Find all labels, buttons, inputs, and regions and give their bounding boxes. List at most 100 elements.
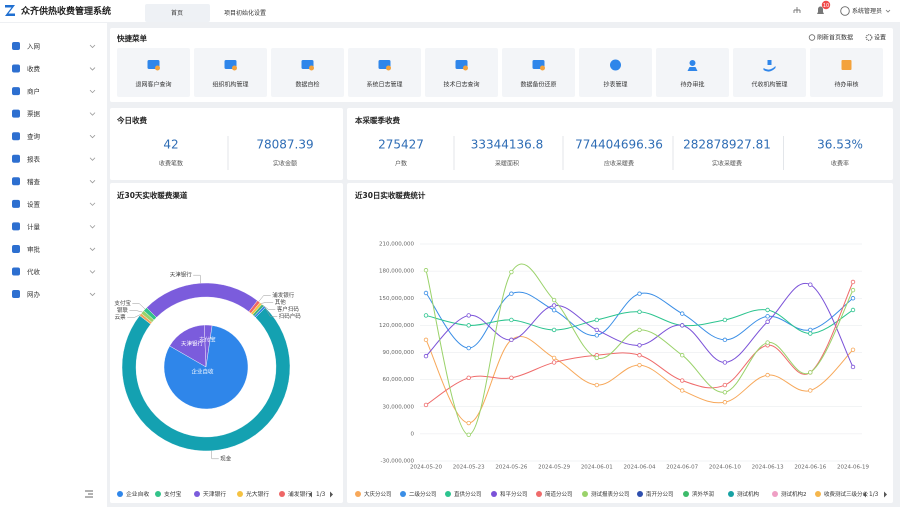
pie-leader bbox=[260, 302, 274, 304]
menu-tile[interactable] bbox=[271, 48, 344, 97]
menu-item[interactable]: 商户 bbox=[27, 87, 40, 96]
menu-icon bbox=[12, 222, 20, 231]
menu-item[interactable]: 入网 bbox=[27, 43, 40, 51]
line-point bbox=[637, 309, 642, 315]
pie-leader bbox=[262, 305, 276, 310]
tile-label[interactable]: 数据备份还原 bbox=[520, 81, 556, 89]
legend-label[interactable]: 光大银行 bbox=[246, 490, 269, 498]
legend-label[interactable]: 南开分公司 bbox=[646, 490, 674, 498]
line-point bbox=[423, 290, 429, 296]
menu-tile[interactable] bbox=[117, 48, 190, 97]
action[interactable]: 刷新首页数据 bbox=[817, 34, 853, 42]
line-point bbox=[680, 311, 685, 316]
pie-label: 浦发银行 bbox=[272, 291, 295, 299]
tile-label[interactable]: 抄表管理 bbox=[603, 81, 627, 89]
menu-tile[interactable] bbox=[656, 48, 729, 97]
tile-label[interactable]: 代收机构管理 bbox=[751, 81, 787, 89]
menu-item[interactable]: 代收 bbox=[27, 267, 41, 276]
tab[interactable]: 项目初始化设置 bbox=[224, 9, 266, 17]
menu-tile[interactable] bbox=[733, 48, 806, 97]
legend-dot bbox=[194, 491, 200, 497]
org-icon[interactable] bbox=[793, 7, 801, 13]
menu-tile[interactable] bbox=[348, 48, 421, 97]
pager-next[interactable] bbox=[884, 491, 887, 498]
legend-label[interactable]: 大庆分公司 bbox=[364, 490, 392, 498]
menu-item[interactable]: 查询 bbox=[27, 132, 41, 141]
line-point bbox=[594, 327, 599, 333]
menu-item[interactable]: 收费 bbox=[27, 64, 41, 73]
pager-prev[interactable] bbox=[863, 491, 866, 498]
x-tick-label: 2024-06-01 bbox=[581, 465, 613, 471]
pager-prev[interactable] bbox=[309, 491, 312, 498]
line-point bbox=[551, 303, 557, 308]
legend-dot bbox=[117, 491, 123, 497]
user-icon[interactable] bbox=[840, 6, 850, 16]
tab[interactable]: 首页 bbox=[171, 9, 183, 17]
line-point bbox=[637, 362, 642, 368]
menu-item[interactable]: 票据 bbox=[27, 109, 41, 118]
menu-item[interactable]: 网办 bbox=[27, 290, 41, 299]
pie-label: 现金 bbox=[220, 454, 232, 462]
tile-label[interactable]: 技术日志查询 bbox=[443, 81, 479, 89]
legend-label[interactable]: 支付宝 bbox=[164, 490, 182, 498]
bell-icon[interactable] bbox=[817, 6, 824, 14]
legend-label[interactable]: 浦发银行 bbox=[288, 490, 311, 498]
x-tick-label: 2024-05-23 bbox=[453, 465, 485, 471]
pie-leader bbox=[211, 450, 219, 460]
x-tick-label: 2024-06-04 bbox=[624, 465, 656, 471]
tile-icon-dot bbox=[540, 65, 545, 71]
menu-tile[interactable] bbox=[810, 48, 883, 97]
pie-label: 扫码户码 bbox=[279, 312, 302, 320]
legend-label[interactable]: 二级分公司 bbox=[409, 490, 437, 498]
legend-label[interactable]: 测试机构2 bbox=[781, 490, 807, 498]
legend-label[interactable]: 简道分公司 bbox=[545, 490, 573, 498]
line bbox=[425, 281, 854, 406]
action[interactable]: 设置 bbox=[874, 34, 886, 42]
legend-label[interactable]: 天津银行 bbox=[203, 490, 226, 498]
legend-label[interactable]: 收费测试三级分公 bbox=[824, 490, 869, 498]
line-point bbox=[423, 337, 429, 343]
tile-icon-dot bbox=[463, 65, 468, 71]
tile-label[interactable]: 组织机构管理 bbox=[212, 81, 248, 89]
line-point bbox=[850, 287, 856, 293]
legend-label[interactable]: 测试报表分公司 bbox=[591, 490, 630, 498]
logo bbox=[5, 5, 15, 16]
menu-item[interactable]: 计量 bbox=[27, 222, 41, 231]
tile-icon bbox=[610, 59, 621, 71]
line-point bbox=[765, 340, 770, 345]
panel bbox=[110, 108, 343, 180]
menu-tile[interactable] bbox=[194, 48, 267, 97]
stat-label: 应收采暖费 bbox=[604, 160, 634, 168]
legend-label[interactable]: 企业自收 bbox=[126, 490, 149, 498]
line-point bbox=[808, 388, 813, 393]
menu-item[interactable]: 稽查 bbox=[27, 177, 41, 186]
menu-tile[interactable] bbox=[579, 48, 652, 97]
sidebar bbox=[0, 23, 107, 507]
pager-next[interactable] bbox=[330, 491, 333, 498]
tile-label[interactable]: 退网客户查询 bbox=[135, 81, 171, 89]
menu-tile[interactable] bbox=[502, 48, 575, 97]
legend-label[interactable]: 滨外华润 bbox=[692, 490, 715, 498]
user-name[interactable]: 系统管理员 bbox=[852, 7, 882, 15]
collapse-icon[interactable] bbox=[85, 490, 93, 498]
menu-item[interactable]: 报表 bbox=[27, 154, 41, 163]
user-caret bbox=[885, 9, 891, 13]
legend-label[interactable]: 测试机构 bbox=[737, 490, 760, 498]
tile-label[interactable]: 待办审批 bbox=[680, 81, 704, 89]
tile-label[interactable]: 待办审核 bbox=[834, 81, 858, 89]
menu-item[interactable]: 审批 bbox=[27, 244, 41, 253]
menu-chevron bbox=[89, 247, 96, 252]
pie-label: 天津银行 bbox=[181, 339, 204, 347]
legend-label[interactable]: 直供分公司 bbox=[454, 490, 482, 498]
legend-label[interactable]: 和平分公司 bbox=[500, 490, 528, 498]
menu-tile[interactable] bbox=[425, 48, 498, 97]
y-tick-label: 30,000,000 bbox=[383, 404, 415, 410]
tile-label[interactable]: 系统日志管理 bbox=[366, 81, 402, 89]
menu-icon bbox=[12, 267, 20, 276]
tile-label[interactable]: 数据自检 bbox=[295, 81, 319, 89]
x-tick-label: 2024-05-20 bbox=[410, 465, 442, 471]
line-point bbox=[466, 375, 471, 381]
pie-label: 天津银行 bbox=[170, 271, 193, 279]
menu-item[interactable]: 设置 bbox=[27, 199, 41, 208]
line-point bbox=[680, 388, 685, 393]
